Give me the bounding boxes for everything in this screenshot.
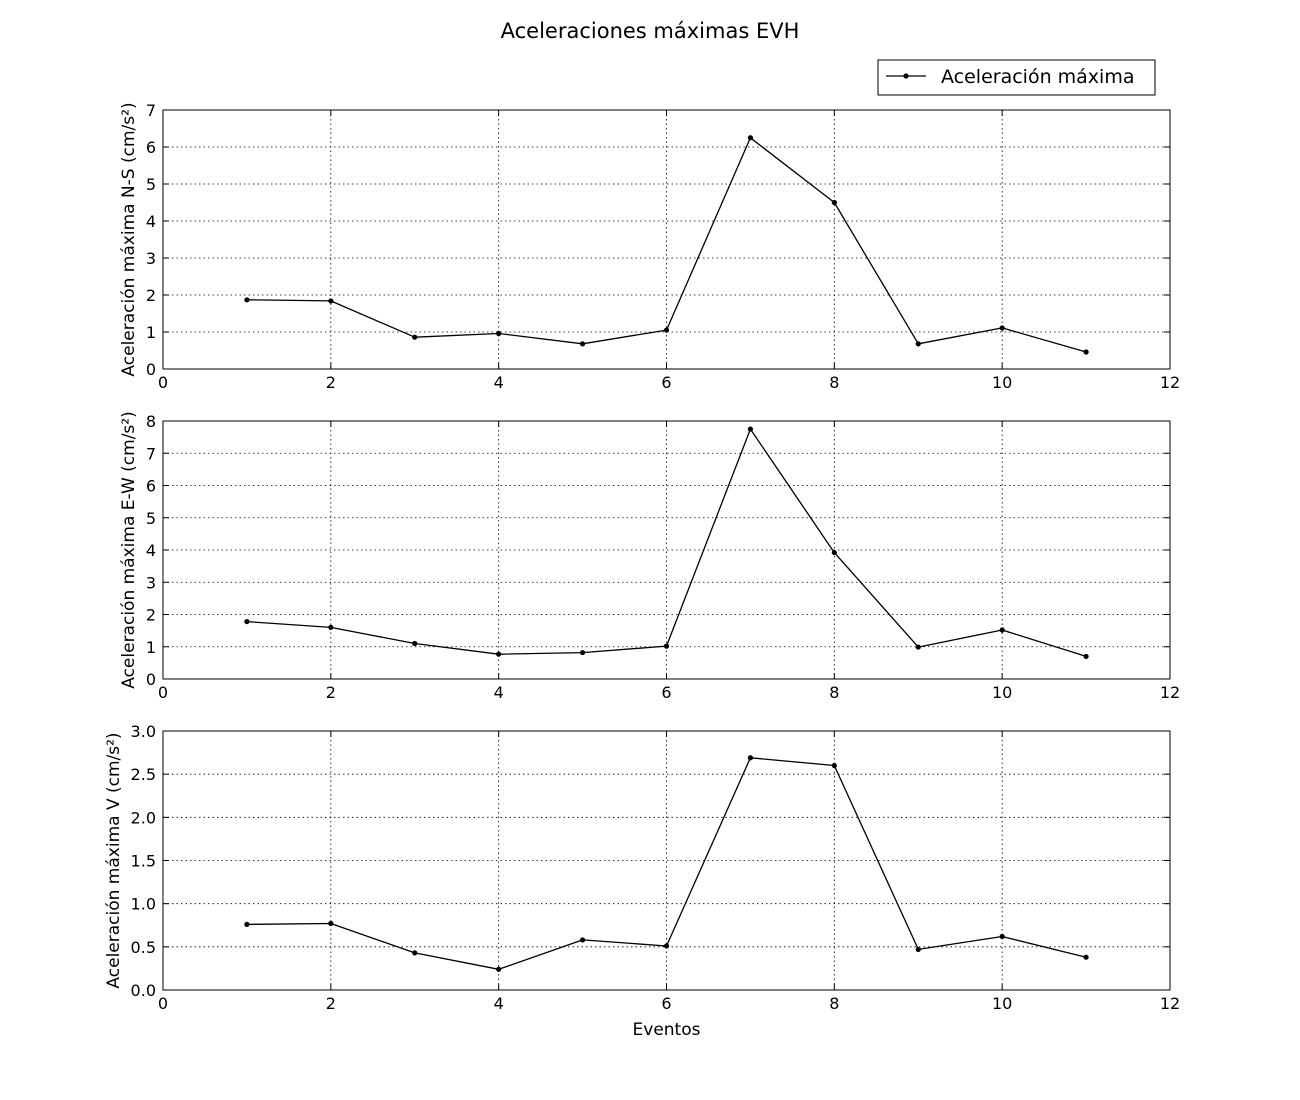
x-tick-label: 12 — [1160, 373, 1180, 392]
y-tick-label: 0.5 — [131, 938, 156, 957]
data-point — [579, 649, 586, 656]
data-point — [1083, 653, 1089, 660]
y-tick-label: 1 — [146, 323, 156, 342]
y-tick-label: 4 — [146, 541, 156, 560]
data-point — [831, 199, 837, 206]
subplot-3: 0 2 4 6 8 10 12 0.0 0.5 1.0 1.5 2.0 2.5 3.0 Aceleració… — [104, 722, 1180, 1040]
y-tick-label: 2.5 — [131, 765, 156, 784]
data-point — [831, 762, 837, 769]
y-tick-label: 5 — [146, 175, 156, 194]
y-tick-label: 0.0 — [131, 981, 156, 1000]
legend-box — [877, 59, 1156, 96]
x-tick-label: 10 — [992, 683, 1012, 702]
x-tick-label: 2 — [326, 683, 336, 702]
y-tick-label: 6 — [146, 138, 156, 157]
y-axis-label: Aceleración máxima V (cm/s²) — [104, 732, 124, 988]
legend-label: Aceleración máxima — [941, 66, 1134, 88]
y-axis-label: Aceleración máxima N-S (cm/s²) — [119, 102, 139, 376]
data-point — [244, 297, 250, 303]
legend-marker-sample — [903, 73, 909, 79]
data-point — [579, 937, 586, 943]
x-tick-label: 12 — [1160, 683, 1180, 702]
y-tick-label: 5 — [146, 509, 156, 528]
data-point — [328, 624, 334, 631]
data-point — [328, 920, 334, 927]
data-point — [915, 946, 921, 953]
y-tick-label: 7 — [146, 444, 156, 463]
data-point — [663, 327, 670, 333]
x-tick-label: 0 — [158, 994, 168, 1013]
x-tick-label: 4 — [494, 373, 504, 392]
y-tick-label: 0 — [146, 670, 156, 689]
y-tick-label: 1 — [146, 638, 156, 657]
x-tick-label: 4 — [494, 683, 504, 702]
x-tick-label: 10 — [992, 994, 1012, 1013]
data-point — [412, 950, 418, 956]
x-axis-label: Eventos — [633, 1020, 701, 1040]
data-point — [496, 966, 502, 972]
y-tick-label: 3 — [146, 573, 156, 592]
data-point — [915, 644, 921, 650]
data-point — [412, 334, 418, 340]
x-tick-label: 10 — [992, 373, 1012, 392]
data-point — [999, 627, 1005, 633]
data-point — [999, 933, 1005, 940]
x-tick-label: 12 — [1160, 994, 1180, 1013]
x-tick-label: 8 — [829, 683, 839, 702]
y-tick-label: 3 — [146, 249, 156, 268]
y-tick-label: 4 — [146, 212, 156, 231]
x-tick-label: 0 — [158, 373, 168, 392]
data-point — [747, 426, 754, 432]
y-tick-label: 7 — [146, 101, 156, 120]
data-point — [915, 341, 921, 347]
y-tick-label: 0 — [146, 360, 156, 379]
x-tick-label: 8 — [829, 373, 839, 392]
y-axis-label: Aceleración máxima E-W (cm/s²) — [119, 411, 139, 689]
y-tick-label: 3.0 — [131, 722, 156, 741]
data-point — [663, 943, 670, 949]
figure-title: Aceleraciones máximas EVH — [501, 19, 800, 43]
x-tick-label: 6 — [661, 994, 671, 1013]
data-point — [999, 325, 1005, 331]
data-point — [831, 549, 837, 556]
x-tick-label: 6 — [661, 683, 671, 702]
legend: Aceleración máxima — [877, 59, 1156, 96]
data-point — [412, 640, 418, 647]
y-tick-label: 2 — [146, 286, 156, 305]
y-tick-label: 1.5 — [131, 852, 156, 871]
y-tick-label: 8 — [146, 412, 156, 431]
data-point — [244, 921, 250, 927]
data-point — [663, 643, 670, 649]
x-tick-label: 2 — [326, 994, 336, 1013]
x-tick-label: 0 — [158, 683, 168, 702]
x-tick-label: 6 — [661, 373, 671, 392]
data-point — [1083, 349, 1089, 355]
y-tick-label: 2.0 — [131, 808, 156, 827]
y-tick-label: 6 — [146, 477, 156, 496]
data-point — [579, 341, 586, 347]
x-tick-label: 2 — [326, 373, 336, 392]
data-point — [1083, 954, 1089, 960]
data-point — [496, 651, 502, 657]
x-tick-label: 4 — [494, 994, 504, 1013]
x-tick-label: 8 — [829, 994, 839, 1013]
data-point — [747, 135, 754, 141]
data-point — [747, 755, 754, 761]
y-tick-label: 1.0 — [131, 895, 156, 914]
data-point — [496, 330, 502, 337]
y-tick-label: 2 — [146, 606, 156, 625]
data-point — [244, 618, 250, 625]
data-point — [328, 298, 334, 304]
